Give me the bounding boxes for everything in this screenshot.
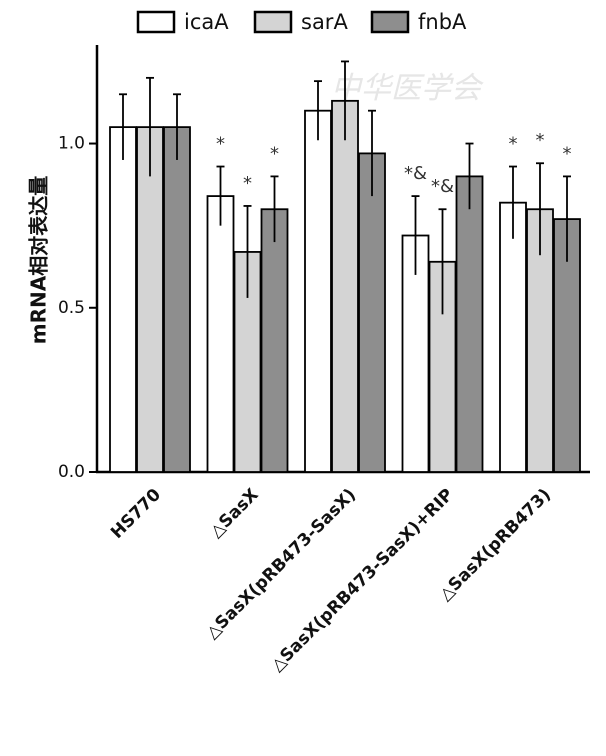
annotation: * <box>536 130 545 151</box>
bar <box>109 126 137 473</box>
y-tick-label: 0.5 <box>58 298 85 318</box>
bar <box>304 109 332 473</box>
legend-swatch <box>370 10 410 34</box>
bar <box>233 251 262 473</box>
annotation: *& <box>404 163 427 184</box>
annotation: *& <box>431 176 454 197</box>
bar <box>163 126 191 473</box>
bar <box>499 201 527 473</box>
x-tick-label: HS770 <box>107 485 165 543</box>
y-tick-label: 0.0 <box>58 462 85 482</box>
annotation: * <box>509 134 518 155</box>
bar <box>206 195 235 473</box>
bar <box>260 208 289 473</box>
bar <box>136 126 164 473</box>
y-axis-label: mRNA相对表达量 <box>27 176 51 344</box>
annotation: * <box>270 143 279 164</box>
annotation: * <box>216 134 225 155</box>
bar <box>331 99 359 473</box>
annotation: * <box>243 173 252 194</box>
legend-swatch <box>136 10 176 34</box>
x-tick-label: △SasX <box>206 485 263 542</box>
legend-label: sarA <box>301 10 348 34</box>
legend-swatch <box>253 10 293 34</box>
bar <box>455 175 484 473</box>
legend-label: fnbA <box>418 10 467 34</box>
y-tick-label: 1.0 <box>58 134 85 154</box>
x-tick-label: △SasX(pRB473-SasX)+RIP <box>267 485 457 675</box>
bar <box>358 152 386 473</box>
annotation: * <box>563 143 572 164</box>
legend-label: icaA <box>184 10 229 34</box>
